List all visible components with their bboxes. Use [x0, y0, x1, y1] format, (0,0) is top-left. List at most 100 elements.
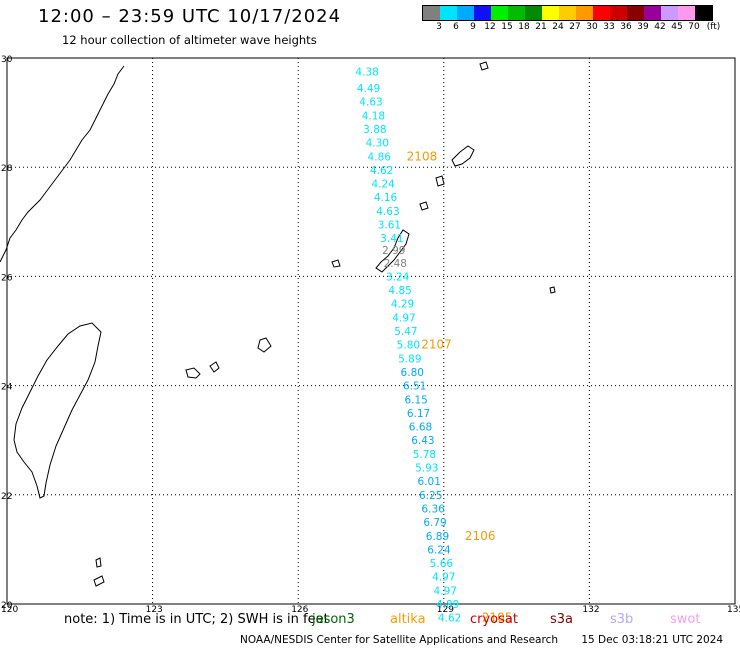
color-scale-label: 6 — [453, 22, 459, 32]
miyako-island — [257, 337, 272, 353]
wave-height-label: 6.15 — [404, 394, 427, 406]
color-swatch — [559, 6, 576, 20]
lat-tick-label: 30 — [1, 55, 13, 65]
tokunoshima-island — [419, 201, 429, 211]
map-frame — [6, 57, 736, 605]
satellite-legend-s3a: s3a — [550, 612, 574, 627]
satellite-legend-swot: swot — [670, 612, 701, 627]
wave-height-label: 6.36 — [421, 503, 445, 515]
pass-time-label: 2108 — [407, 149, 438, 163]
color-scale-legend: 3 6 9 12 15 18 21 24 27 30 33 36 39 42 45 70 (ft) — [422, 5, 720, 35]
color-swatch — [576, 6, 593, 20]
wave-height-label: 6.89 — [426, 531, 449, 543]
color-swatch — [508, 6, 525, 20]
wave-height-label: 4.38 — [355, 67, 378, 79]
map-title: 12:00 – 23:59 UTC 10/17/2024 — [38, 6, 342, 27]
wave-height-label: 3.24 — [386, 271, 410, 283]
daito-island — [549, 286, 556, 294]
wave-height-label: 3.41 — [380, 233, 403, 245]
color-scale-label: 9 — [470, 22, 476, 32]
wave-height-label: 4.89 — [436, 599, 459, 611]
pass-time-label: 2105 — [482, 611, 513, 625]
wave-height-label: 6.68 — [409, 422, 432, 434]
lon-tick-label: 132 — [582, 605, 599, 615]
lon-tick-label: 123 — [146, 605, 163, 615]
wave-height-label: 6.17 — [407, 408, 430, 420]
lon-tick-label: 126 — [291, 605, 308, 615]
wave-height-label: 4.97 — [432, 572, 455, 584]
wave-height-label: 4.30 — [366, 138, 389, 150]
color-scale-label: 18 — [518, 22, 530, 32]
wave-height-label: 5.93 — [415, 463, 438, 475]
credit-line: NOAA/NESDIS Center for Satellite Applica… — [240, 634, 740, 646]
wave-height-label: 6.01 — [418, 476, 441, 488]
ishigaki-island — [185, 367, 201, 379]
color-swatch — [457, 6, 474, 20]
color-swatch — [423, 6, 440, 20]
lat-tick-label: 24 — [1, 383, 13, 393]
color-scale-label: 15 — [501, 22, 513, 32]
kume-island — [331, 259, 341, 268]
footnote: note: 1) Time is in UTC; 2) SWH is in fe… — [64, 612, 329, 627]
color-swatch — [474, 6, 491, 20]
color-scale-label: 42 — [654, 22, 666, 32]
color-scale-label: 24 — [552, 22, 564, 32]
satellite-legend-jason3: jason3 — [312, 612, 355, 627]
color-scale-label: 12 — [484, 22, 496, 32]
satellite-legend-altika: altika — [390, 612, 426, 627]
color-swatch — [542, 6, 559, 20]
color-scale-swatches — [422, 5, 713, 21]
wave-height-label: 5.78 — [413, 449, 436, 461]
pass-time-label: 2106 — [465, 529, 496, 543]
wave-height-label: 6.51 — [403, 381, 426, 393]
wave-height-label: 4.49 — [357, 83, 380, 95]
amami-island — [451, 145, 475, 167]
credit-org: NOAA/NESDIS Center for Satellite Applica… — [240, 634, 558, 646]
wave-height-label: 4.63 — [359, 97, 382, 109]
wave-height-label: 6.80 — [401, 367, 424, 379]
color-swatch — [525, 6, 542, 20]
color-scale-label: 30 — [586, 22, 598, 32]
wave-height-label: 4.24 — [371, 179, 395, 191]
color-scale-label: 27 — [569, 22, 581, 32]
kikai-island — [435, 175, 445, 187]
color-scale-labels: 3 6 9 12 15 18 21 24 27 30 33 36 39 42 45 70 (ft) — [422, 21, 720, 35]
wave-height-label: 6.25 — [419, 490, 442, 502]
color-scale-unit: (ft) — [706, 22, 721, 32]
lat-tick-label: 26 — [1, 273, 13, 283]
wave-height-label: 4.85 — [388, 285, 411, 297]
wave-height-label: 6.79 — [423, 517, 446, 529]
china-coastline — [0, 65, 125, 263]
wave-height-label: 6.24 — [427, 544, 451, 556]
credit-timestamp: 15 Dec 03:18:21 UTC 2024 — [581, 634, 724, 646]
color-swatch — [644, 6, 661, 20]
color-swatch — [695, 6, 712, 20]
batanes-island — [95, 557, 102, 568]
color-scale-label: 45 — [671, 22, 683, 32]
lat-tick-label: 28 — [1, 164, 13, 174]
yakushima-island — [479, 61, 489, 71]
wave-height-label: 6.43 — [411, 435, 434, 447]
lon-tick-label: 135 — [727, 605, 740, 615]
wave-height-label: 5.80 — [397, 340, 420, 352]
color-swatch — [440, 6, 457, 20]
wave-height-label: 4.86 — [368, 151, 392, 163]
wave-height-label: 4.97 — [434, 585, 457, 597]
wave-height-label: 4.62 — [438, 613, 461, 625]
wave-height-label: 3.88 — [363, 124, 386, 136]
lat-tick-label: 20 — [1, 601, 13, 611]
color-swatch — [610, 6, 627, 20]
pass-time-label: 2107 — [421, 338, 452, 352]
wave-height-label: 4.63 — [376, 206, 399, 218]
batanes-south-island — [93, 575, 105, 587]
wave-height-label: 4.62 — [370, 165, 393, 177]
color-swatch — [661, 6, 678, 20]
wave-height-label: 4.18 — [362, 110, 385, 122]
wave-height-label: 2.99 — [382, 245, 405, 257]
color-swatch — [627, 6, 644, 20]
wave-height-label: 4.16 — [374, 192, 398, 204]
wave-height-label: 5.47 — [394, 326, 417, 338]
taiwan-coastline — [13, 322, 102, 499]
color-scale-label: 21 — [535, 22, 547, 32]
